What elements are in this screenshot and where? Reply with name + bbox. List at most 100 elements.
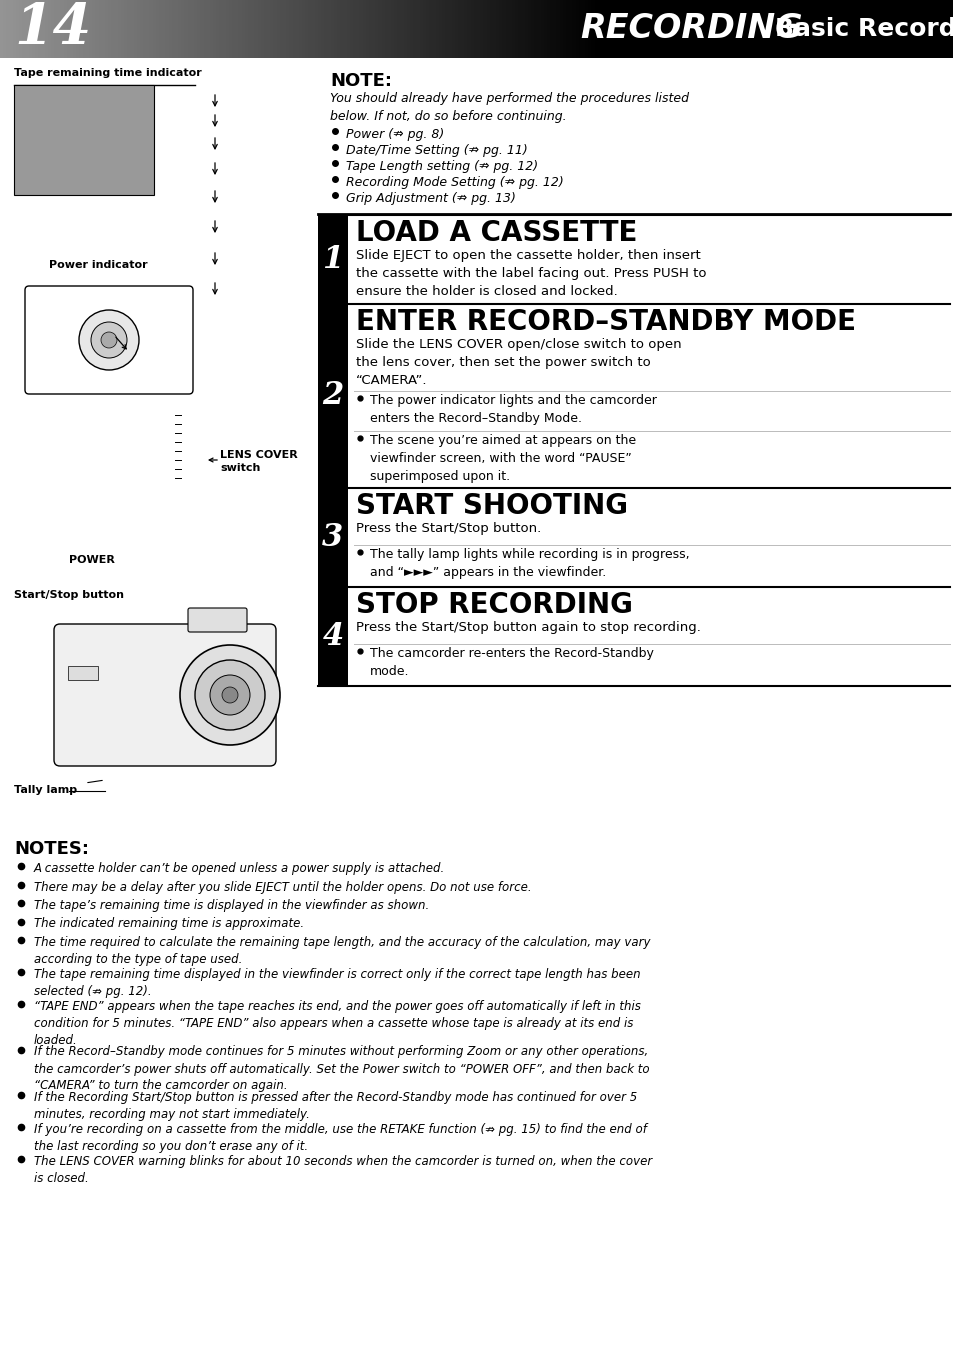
Bar: [464, 0, 468, 58]
Bar: [54, 0, 58, 58]
Bar: [731, 0, 735, 58]
Bar: [727, 0, 732, 58]
Bar: [317, 587, 348, 686]
Bar: [674, 0, 678, 58]
Bar: [251, 0, 255, 58]
Bar: [321, 0, 325, 58]
Bar: [445, 0, 449, 58]
Bar: [715, 0, 719, 58]
Bar: [16, 0, 20, 58]
Bar: [238, 0, 242, 58]
Text: There may be a delay after you slide EJECT until the holder opens. Do not use fo: There may be a delay after you slide EJE…: [34, 881, 531, 893]
Bar: [14, 85, 153, 195]
Bar: [521, 0, 525, 58]
Text: RECORDING: RECORDING: [579, 12, 801, 46]
Bar: [114, 0, 118, 58]
Bar: [41, 0, 46, 58]
Bar: [651, 0, 656, 58]
Bar: [476, 0, 480, 58]
Bar: [375, 0, 379, 58]
Bar: [664, 0, 668, 58]
Bar: [648, 0, 652, 58]
Bar: [283, 0, 287, 58]
Bar: [658, 0, 661, 58]
Circle shape: [79, 310, 139, 370]
Bar: [791, 0, 795, 58]
Bar: [257, 0, 261, 58]
Text: If the Record–Standby mode continues for 5 minutes without performing Zoom or an: If the Record–Standby mode continues for…: [34, 1046, 649, 1092]
Text: 4: 4: [322, 621, 343, 652]
Bar: [486, 0, 490, 58]
Text: The scene you’re aimed at appears on the
viewfinder screen, with the word “PAUSE: The scene you’re aimed at appears on the…: [370, 434, 636, 482]
Bar: [693, 0, 697, 58]
Bar: [855, 0, 859, 58]
Bar: [721, 0, 725, 58]
Bar: [67, 0, 71, 58]
Bar: [229, 0, 233, 58]
Circle shape: [210, 675, 250, 715]
Bar: [26, 0, 30, 58]
Bar: [667, 0, 671, 58]
Text: POWER: POWER: [69, 556, 114, 565]
Bar: [276, 0, 280, 58]
Bar: [359, 0, 363, 58]
FancyBboxPatch shape: [25, 286, 193, 394]
Bar: [140, 0, 144, 58]
Bar: [622, 0, 627, 58]
Text: If the Recording Start/Stop button is pressed after the Record-Standby mode has : If the Recording Start/Stop button is pr…: [34, 1091, 637, 1121]
Bar: [779, 0, 782, 58]
Bar: [216, 0, 220, 58]
Bar: [203, 0, 208, 58]
Bar: [340, 0, 344, 58]
Bar: [422, 0, 427, 58]
Bar: [705, 0, 709, 58]
Bar: [293, 0, 296, 58]
Bar: [531, 0, 535, 58]
Text: STOP RECORDING: STOP RECORDING: [355, 591, 632, 619]
Bar: [267, 0, 271, 58]
Bar: [159, 0, 163, 58]
Bar: [355, 0, 360, 58]
Bar: [60, 0, 65, 58]
Bar: [254, 0, 258, 58]
Bar: [502, 0, 506, 58]
Bar: [772, 0, 776, 58]
Text: Slide EJECT to open the cassette holder, then insert
the cassette with the label: Slide EJECT to open the cassette holder,…: [355, 249, 706, 298]
Bar: [517, 0, 522, 58]
Text: Tape Length setting (⇏ pg. 12): Tape Length setting (⇏ pg. 12): [346, 160, 537, 173]
Bar: [784, 0, 789, 58]
Bar: [534, 0, 537, 58]
Bar: [79, 0, 84, 58]
Bar: [781, 0, 785, 58]
Bar: [108, 0, 112, 58]
Bar: [7, 0, 10, 58]
Bar: [317, 304, 348, 488]
Bar: [372, 0, 375, 58]
Text: The power indicator lights and the camcorder
enters the Record–Standby Mode.: The power indicator lights and the camco…: [370, 394, 657, 425]
Bar: [29, 0, 32, 58]
Bar: [70, 0, 74, 58]
Bar: [524, 0, 528, 58]
Bar: [600, 0, 604, 58]
Bar: [397, 0, 401, 58]
Bar: [617, 0, 620, 58]
Bar: [248, 0, 252, 58]
Bar: [83, 0, 87, 58]
Circle shape: [91, 322, 127, 358]
Text: Slide the LENS COVER open/close switch to open
the lens cover, then set the powe: Slide the LENS COVER open/close switch t…: [355, 337, 680, 388]
Bar: [543, 0, 547, 58]
Text: Grip Adjustment (⇏ pg. 13): Grip Adjustment (⇏ pg. 13): [346, 192, 516, 205]
Bar: [95, 0, 99, 58]
Bar: [556, 0, 560, 58]
Bar: [162, 0, 166, 58]
Text: LENS COVER
switch: LENS COVER switch: [220, 450, 297, 473]
Text: Tally lamp: Tally lamp: [14, 785, 77, 795]
Bar: [295, 0, 299, 58]
Bar: [496, 0, 499, 58]
Bar: [451, 0, 456, 58]
Bar: [575, 0, 579, 58]
Bar: [136, 0, 141, 58]
Text: Basic Recording: Basic Recording: [774, 18, 953, 41]
Bar: [836, 0, 840, 58]
Bar: [905, 0, 909, 58]
